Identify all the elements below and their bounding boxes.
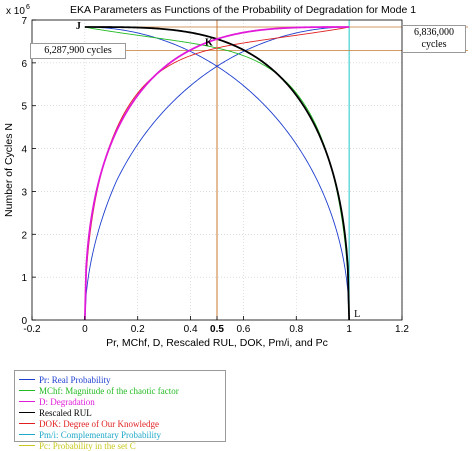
legend-label: MChf: Magnitude of the chaotic factor bbox=[39, 385, 179, 396]
legend-label: DOK: Degree of Our Knowledge bbox=[39, 418, 159, 429]
x-tick-label-6: 0.8 bbox=[289, 324, 303, 335]
legend-item: MChf: Magnitude of the chaotic factor bbox=[19, 385, 221, 396]
legend-swatch bbox=[19, 445, 35, 446]
y-exponent-label: x 10 bbox=[6, 6, 25, 17]
y-exponent-power: 6 bbox=[26, 4, 30, 11]
legend-item: Rescaled RUL bbox=[19, 407, 221, 418]
point-label-j: J bbox=[76, 21, 81, 32]
x-tick-label-7: 1 bbox=[346, 324, 352, 335]
y-tick-label-1: 1 bbox=[21, 273, 27, 284]
legend-swatch bbox=[19, 423, 35, 424]
legend-swatch bbox=[19, 379, 35, 380]
annotation-box-6836000: 6,836,000 cycles bbox=[402, 25, 466, 53]
curve-degradation bbox=[83, 26, 350, 321]
x-tick-label-4: 0.5 bbox=[210, 324, 224, 335]
annotation-box-6287900: 6,287,900 cycles bbox=[30, 43, 126, 59]
legend-swatch bbox=[19, 412, 35, 413]
y-tick-label-4: 4 bbox=[21, 145, 27, 156]
x-tick-label-3: 0.4 bbox=[184, 324, 198, 335]
point-label-l: L bbox=[354, 309, 360, 320]
curve-dok-left bbox=[84, 26, 350, 321]
legend-label: Pm/i: Complementary Probability bbox=[39, 429, 161, 440]
point-label-k: K bbox=[205, 37, 213, 48]
legend-swatch bbox=[19, 434, 35, 435]
x-tick-label-0: -0.2 bbox=[23, 324, 41, 335]
curve-pm bbox=[84, 26, 350, 321]
legend-label: D: Degradation bbox=[39, 396, 95, 407]
legend: Pr: Real Probability MChf: Magnitude of t… bbox=[14, 370, 226, 451]
y-tick-label-7: 7 bbox=[21, 16, 27, 27]
x-tick-label-8: 1.2 bbox=[395, 324, 409, 335]
x-tick-label-1: 0 bbox=[82, 324, 88, 335]
legend-swatch bbox=[19, 401, 35, 402]
legend-item: Pr: Real Probability bbox=[19, 374, 221, 385]
x-tick-label-2: 0.2 bbox=[131, 324, 145, 335]
legend-item: DOK: Degree of Our Knowledge bbox=[19, 418, 221, 429]
chart-title: EKA Parameters as Functions of the Proba… bbox=[70, 4, 416, 16]
y-tick-label-3: 3 bbox=[21, 187, 27, 198]
legend-label: Rescaled RUL bbox=[39, 407, 92, 418]
y-tick-label-2: 2 bbox=[21, 230, 27, 241]
x-axis-label: Pr, MChf, D, Rescaled RUL, DOK, Pm/i, an… bbox=[106, 337, 328, 349]
legend-label: Pr: Real Probability bbox=[39, 374, 111, 385]
legend-item: D: Degradation bbox=[19, 396, 221, 407]
y-tick-label-0: 0 bbox=[21, 316, 27, 327]
legend-item: Pm/i: Complementary Probability bbox=[19, 429, 221, 440]
legend-swatch bbox=[19, 390, 35, 391]
legend-item: Pc: Probability in the set C bbox=[19, 440, 221, 451]
y-tick-label-5: 5 bbox=[21, 102, 27, 113]
y-tick-label-6: 6 bbox=[21, 59, 27, 70]
y-axis-label: Number of Cycles N bbox=[3, 123, 15, 217]
legend-label: Pc: Probability in the set C bbox=[39, 440, 136, 451]
x-tick-label-5: 0.6 bbox=[236, 324, 250, 335]
